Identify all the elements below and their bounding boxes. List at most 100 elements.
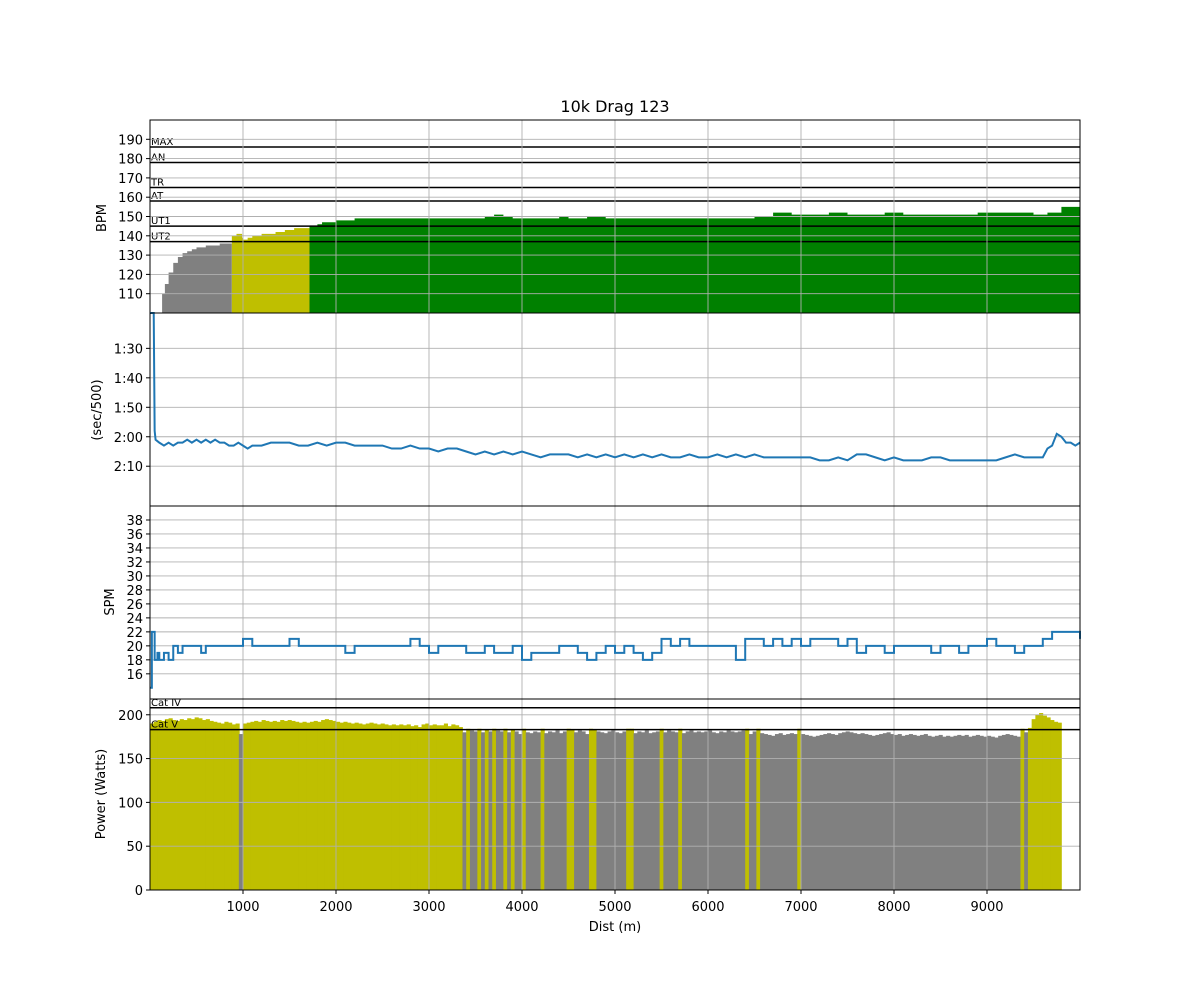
power-bar [931, 736, 936, 890]
y-tick-label: 2:10 [114, 460, 143, 475]
power-bar [797, 728, 802, 890]
power-bar [228, 722, 233, 890]
power-bar [231, 724, 236, 890]
power-bar [410, 726, 415, 890]
power-bar [789, 733, 794, 890]
power-bar [737, 731, 742, 890]
power-bar [458, 727, 463, 890]
power-bar [615, 732, 620, 890]
power-bar [603, 733, 608, 890]
power-bar [443, 723, 448, 890]
x-tick-label: 4000 [505, 900, 538, 915]
x-tick-label: 6000 [691, 900, 724, 915]
power-bar [391, 724, 396, 890]
power-bar [871, 735, 876, 890]
power-bar [905, 734, 910, 890]
power-bar [246, 722, 251, 890]
power-bar [548, 731, 553, 890]
power-bar [633, 733, 638, 890]
y-tick-label: 18 [126, 654, 143, 669]
power-bar [763, 734, 768, 890]
power-bar [1039, 713, 1044, 890]
power-bar [793, 734, 798, 890]
power-bar [336, 721, 341, 890]
power-bar [503, 728, 508, 890]
power-bar [890, 734, 895, 890]
power-bar [469, 730, 475, 890]
power-bar [722, 732, 727, 890]
zone-label: UT2 [151, 232, 171, 243]
power-bar [581, 731, 586, 890]
power-bar [1046, 717, 1051, 890]
power-bar [220, 723, 225, 890]
power-bar [1013, 735, 1018, 890]
power-bar [555, 730, 560, 890]
power-bar [176, 720, 181, 890]
power-bar [559, 733, 564, 890]
y-tick-label: 30 [126, 570, 143, 585]
power-bar [269, 721, 274, 890]
power-bar [402, 725, 408, 890]
power-bar [414, 725, 419, 890]
x-axis-label: Dist (m) [589, 920, 641, 935]
power-bar [298, 722, 303, 890]
power-bar [324, 719, 329, 890]
power-bar [752, 731, 757, 890]
power-bar [934, 735, 940, 890]
power-bar [830, 734, 835, 890]
y-tick-label: 24 [126, 612, 143, 627]
power-bar [276, 721, 281, 890]
heart-rate-y-ticks: 110 120 130 140 150 160 170 180 190 [118, 133, 150, 303]
power-bar [280, 720, 285, 890]
power-bar [693, 732, 698, 890]
power-bar [466, 728, 471, 890]
power-bar [946, 735, 951, 890]
power-bar [964, 734, 969, 890]
power-bar [295, 721, 300, 890]
power-bar [812, 736, 817, 890]
x-tick-label: 7000 [784, 900, 817, 915]
power-bar [908, 734, 913, 890]
power-bar [622, 731, 627, 890]
y-tick-label: 20 [126, 640, 143, 655]
zone-label: Cat V [151, 720, 178, 731]
y-tick-label: 26 [126, 598, 143, 613]
power-bar [704, 731, 709, 890]
power-bar [198, 718, 203, 890]
power-bar [838, 733, 843, 890]
power-bar [354, 722, 359, 890]
power-bar [362, 724, 367, 890]
power-bar [685, 731, 690, 890]
power-bar [708, 730, 713, 890]
power-bar [455, 725, 460, 890]
power-bar [894, 734, 899, 890]
power-bar [748, 734, 754, 890]
power-bar [864, 734, 869, 890]
power-bar [841, 732, 847, 890]
heart-rate-area-zone-3 [309, 204, 1080, 313]
power-bar [254, 720, 259, 890]
power-bar [518, 734, 523, 890]
heart-rate-y-label: BPM [95, 204, 110, 232]
y-tick-label: 1:40 [114, 372, 143, 387]
power-bar [347, 722, 352, 890]
power-bar [406, 724, 411, 890]
power-bar [365, 723, 370, 890]
heart-rate-grid [150, 120, 1080, 313]
power-bar [243, 723, 248, 890]
power-bar [611, 730, 616, 890]
power-bar [484, 729, 489, 890]
power-bar [815, 735, 820, 890]
x-axis-ticks: 1000 2000 3000 4000 5000 6000 7000 8000 9000 [226, 890, 1004, 915]
y-tick-label: 22 [126, 626, 143, 641]
power-zone-lines: Cat IV Cat V [150, 698, 1080, 731]
y-tick-label: 190 [118, 133, 143, 148]
power-bar [670, 731, 675, 890]
power-bar [741, 730, 746, 890]
power-bar [533, 731, 538, 890]
power-y-label: Power (Watts) [94, 749, 109, 840]
power-bar [1027, 727, 1033, 890]
power-bar [179, 719, 184, 890]
x-tick-label: 1000 [226, 900, 259, 915]
